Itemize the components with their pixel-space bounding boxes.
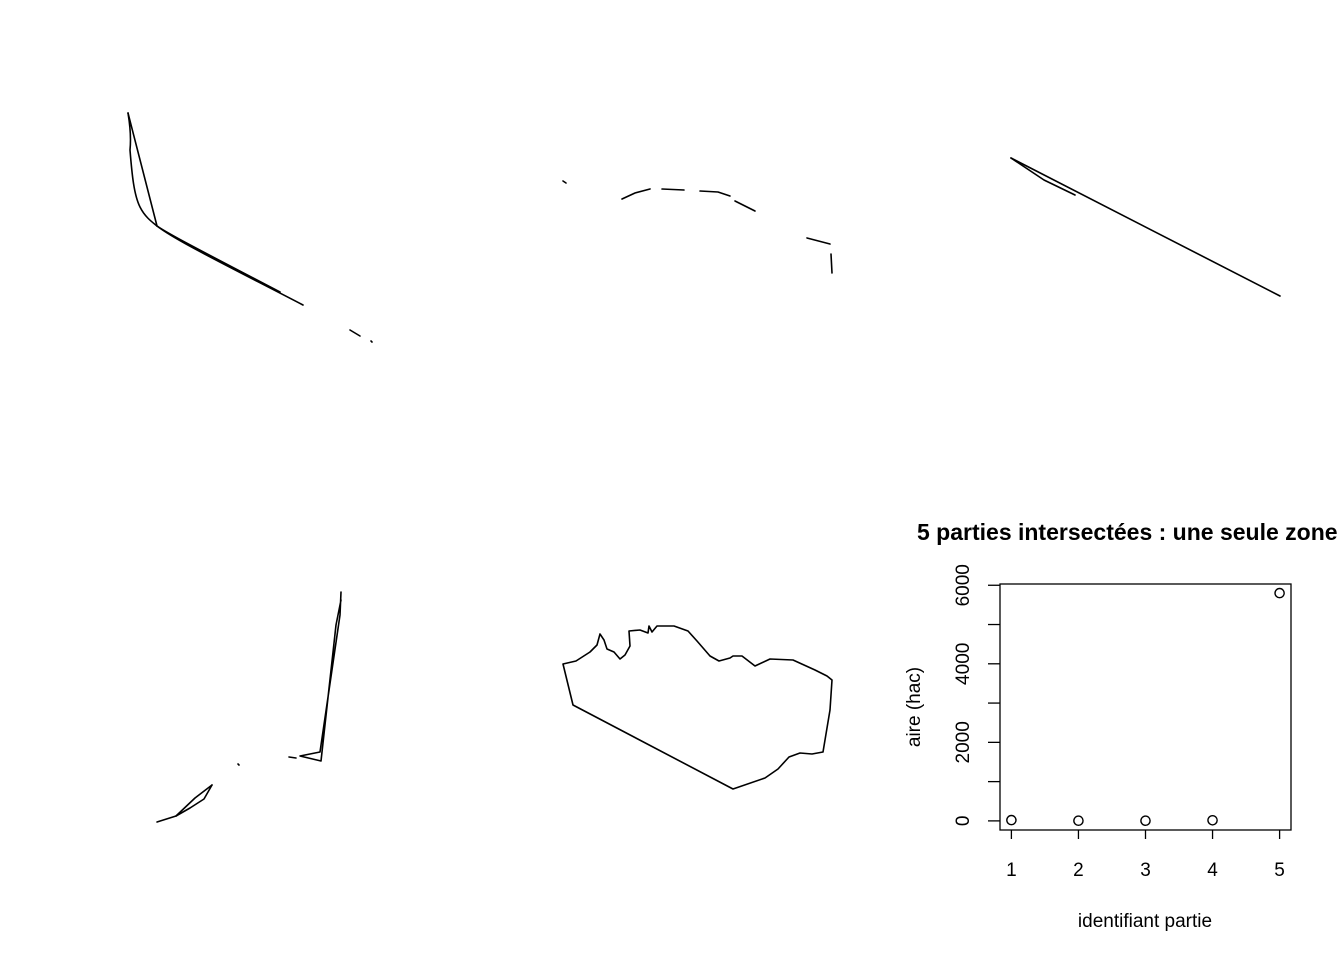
map-panel-4 <box>156 591 342 823</box>
x-tick-label: 2 <box>1073 860 1084 881</box>
map-panel-3 <box>1010 157 1281 297</box>
x-tick-label: 1 <box>1006 860 1017 881</box>
map-panel-2 <box>562 180 833 274</box>
x-tick-label: 3 <box>1140 860 1151 881</box>
y-tick-label: 2000 <box>953 721 974 763</box>
x-tick-label: 5 <box>1274 860 1285 881</box>
scatter-chart: 5 parties intersectées : une seule zone … <box>904 519 1338 932</box>
map-panel-1 <box>127 112 373 343</box>
map-panel-5 <box>562 625 833 790</box>
data-point <box>1274 587 1285 599</box>
y-axis-title: aire (hac) <box>904 667 925 747</box>
data-point <box>1207 814 1218 826</box>
data-point <box>1006 814 1017 826</box>
plot-box <box>999 583 1292 831</box>
x-tick-label: 4 <box>1207 860 1218 881</box>
data-point <box>1140 815 1151 826</box>
chart-title: 5 parties intersectées : une seule zone <box>917 519 1338 545</box>
x-axis-title: identifiant partie <box>1078 911 1212 932</box>
y-tick-label: 0 <box>953 816 974 827</box>
data-point <box>1073 815 1084 826</box>
data-points <box>1006 587 1285 826</box>
x-axis: 1 2 3 4 5 <box>1006 830 1285 881</box>
y-axis: 0 2000 4000 6000 <box>953 564 1000 826</box>
y-tick-label: 6000 <box>953 564 974 606</box>
y-tick-label: 4000 <box>953 643 974 685</box>
